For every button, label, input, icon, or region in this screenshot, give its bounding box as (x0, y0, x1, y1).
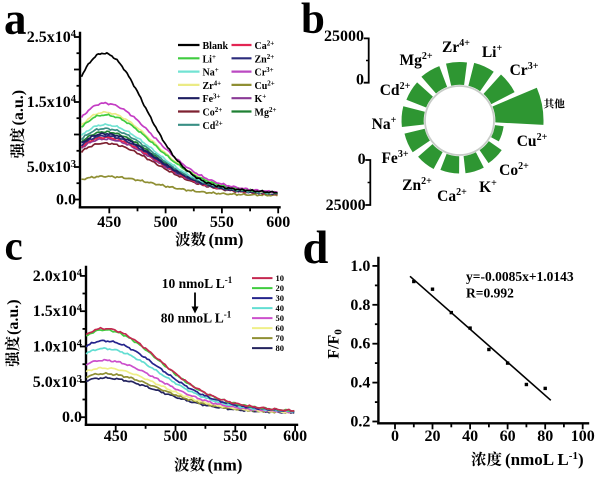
svg-text:1.5x104: 1.5x104 (27, 94, 77, 111)
svg-text:2.0x104: 2.0x104 (33, 268, 83, 285)
svg-text:K+: K+ (255, 93, 267, 106)
svg-text:100: 100 (571, 428, 595, 445)
svg-text:600: 600 (283, 428, 307, 445)
svg-text:20: 20 (276, 283, 285, 293)
svg-text:0: 0 (356, 72, 364, 89)
svg-text:1.0x104: 1.0x104 (33, 339, 83, 356)
svg-text:0: 0 (391, 428, 399, 445)
svg-text:25000: 25000 (324, 28, 364, 45)
svg-text:600: 600 (266, 214, 290, 231)
svg-text:(a.u.): (a.u.) (5, 299, 22, 335)
svg-text:(a.u.): (a.u.) (10, 90, 27, 126)
svg-text:450: 450 (104, 428, 128, 445)
svg-text:b: b (301, 0, 325, 43)
svg-text:Blank: Blank (203, 41, 229, 52)
svg-text:80: 80 (276, 343, 285, 353)
svg-text:550: 550 (210, 214, 234, 231)
svg-text:500: 500 (164, 428, 188, 445)
svg-text:c: c (5, 223, 23, 269)
svg-text:0.2: 0.2 (350, 414, 370, 431)
svg-text:Na+: Na+ (372, 115, 397, 133)
svg-text:5.0x103: 5.0x103 (33, 374, 82, 391)
svg-text:80: 80 (537, 428, 553, 445)
svg-text:1.5x104: 1.5x104 (33, 303, 83, 320)
svg-text:(nm): (nm) (208, 455, 243, 474)
svg-text:80 nmoL L-1: 80 nmoL L-1 (161, 310, 232, 326)
svg-text:550: 550 (223, 428, 247, 445)
svg-text:5.0x103: 5.0x103 (27, 159, 76, 176)
svg-text:450: 450 (97, 214, 121, 231)
svg-text:Na+: Na+ (203, 66, 219, 79)
svg-text:0: 0 (358, 151, 366, 168)
svg-text:40: 40 (276, 303, 285, 313)
svg-text:2.5x104: 2.5x104 (27, 29, 77, 46)
svg-text:d: d (303, 223, 329, 274)
svg-text:70: 70 (276, 333, 285, 343)
svg-text:50: 50 (276, 313, 285, 323)
svg-text:1.0: 1.0 (350, 258, 370, 275)
svg-text:10: 10 (276, 273, 285, 283)
svg-text:y=-0.0085x+1.0143: y=-0.0085x+1.0143 (466, 269, 574, 284)
svg-text:0.4: 0.4 (350, 375, 370, 392)
svg-text:60: 60 (276, 323, 285, 333)
svg-text:a: a (4, 0, 27, 44)
svg-text:0.6: 0.6 (350, 336, 370, 353)
svg-text:60: 60 (500, 428, 516, 445)
svg-text:R=0.992: R=0.992 (466, 286, 514, 301)
svg-text:0.0: 0.0 (56, 192, 76, 209)
svg-text:0.0: 0.0 (62, 409, 82, 426)
svg-text:25000: 25000 (326, 197, 366, 214)
svg-text:500: 500 (154, 214, 178, 231)
svg-text:F/F0: F/F0 (326, 329, 345, 359)
svg-text:(nmoL L-1): (nmoL L-1) (505, 450, 584, 469)
svg-text:(nm): (nm) (209, 230, 244, 249)
svg-text:0.8: 0.8 (350, 297, 370, 314)
svg-text:40: 40 (462, 428, 478, 445)
svg-text:10 nmoL L-1: 10 nmoL L-1 (162, 275, 233, 291)
svg-text:30: 30 (276, 293, 285, 303)
svg-text:20: 20 (425, 428, 441, 445)
